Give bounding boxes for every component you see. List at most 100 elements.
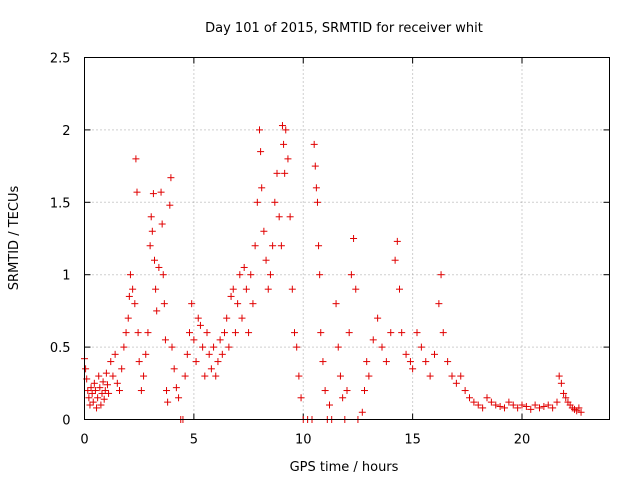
data-point: [105, 389, 113, 397]
data-point: [147, 213, 155, 221]
data-point: [310, 140, 318, 148]
data-point: [549, 404, 557, 412]
data-point: [245, 329, 253, 337]
data-point: [275, 213, 283, 221]
data-point: [212, 372, 220, 380]
data-point: [158, 220, 166, 228]
data-point: [82, 365, 90, 373]
data-point: [398, 329, 406, 337]
data-point: [99, 378, 107, 386]
data-point: [382, 358, 390, 366]
data-point: [555, 372, 563, 380]
data-point: [196, 321, 204, 329]
data-point: [315, 242, 323, 250]
y-tick-labels: 0 0.5 1 1.5 2 2.5: [50, 52, 71, 429]
data-point: [293, 343, 301, 351]
data-point: [365, 372, 373, 380]
data-point: [575, 404, 583, 412]
data-point: [126, 271, 134, 279]
data-point: [96, 384, 104, 392]
data-point: [194, 314, 202, 322]
data-point: [172, 384, 180, 392]
data-point: [167, 174, 175, 182]
data-point: [113, 379, 121, 387]
data-point: [221, 329, 228, 337]
data-point: [199, 343, 207, 351]
data-point: [422, 358, 430, 366]
data-point: [334, 343, 342, 351]
data-point: [94, 394, 102, 402]
data-point: [168, 343, 176, 351]
x-tick-label: 0: [80, 433, 88, 448]
data-point: [101, 387, 109, 395]
data-point: [345, 329, 353, 337]
x-tick-label: 5: [190, 433, 198, 448]
data-point: [514, 404, 522, 412]
data-point: [148, 227, 156, 235]
data-point: [444, 358, 452, 366]
data-point: [262, 256, 270, 264]
y-tick-label: 2.5: [50, 52, 71, 67]
data-point: [363, 358, 371, 366]
data-point: [553, 398, 561, 406]
data-point: [207, 365, 215, 373]
y-axis-label: SRMTID / TECUs: [7, 186, 22, 291]
data-point: [431, 350, 438, 358]
data-point: [132, 155, 140, 163]
data-point: [155, 263, 163, 271]
data-point: [396, 285, 403, 293]
x-tick-labels: 0 5 10 15 20: [80, 433, 530, 448]
data-point: [393, 237, 401, 245]
data-point: [387, 329, 395, 337]
data-point: [536, 404, 543, 412]
data-point: [297, 394, 305, 402]
data-point: [288, 285, 296, 293]
data-point: [470, 398, 478, 406]
data-point: [149, 190, 157, 198]
data-point: [483, 394, 491, 402]
data-point: [492, 401, 500, 409]
data-point: [316, 271, 324, 279]
data-point: [186, 329, 193, 337]
data-point: [487, 398, 495, 406]
data-point: [369, 336, 377, 344]
data-point: [125, 292, 133, 300]
data-point: [223, 314, 231, 322]
data-point: [236, 271, 244, 279]
data-point: [326, 401, 333, 409]
data-point: [466, 394, 473, 402]
plot-frame: [84, 57, 610, 420]
data-point: [496, 402, 504, 410]
data-point: [277, 242, 285, 250]
data-point: [170, 365, 178, 373]
data-point: [527, 405, 535, 413]
data-point: [201, 372, 209, 380]
y-tick-label: 0.5: [50, 341, 71, 356]
data-point: [319, 358, 327, 366]
data-point: [205, 350, 213, 358]
data-point: [317, 329, 325, 337]
data-point: [88, 389, 96, 397]
data-point: [336, 372, 344, 380]
data-point: [216, 336, 224, 344]
data-point: [562, 394, 570, 402]
data-point: [505, 398, 513, 406]
data-point: [391, 256, 399, 264]
data-point: [144, 329, 152, 337]
data-point: [258, 184, 266, 192]
data-point: [90, 379, 98, 387]
y-tick-label: 1.5: [50, 196, 71, 211]
x-axis-label: GPS time / hours: [290, 460, 399, 475]
data-point: [311, 162, 319, 170]
data-point: [234, 300, 242, 308]
data-point: [452, 379, 460, 387]
data-point: [98, 389, 106, 397]
data-point: [531, 401, 539, 409]
data-point: [210, 343, 218, 351]
data-point: [91, 387, 99, 395]
data-point: [240, 263, 248, 271]
x-tick-label: 15: [404, 433, 421, 448]
data-point: [116, 387, 123, 395]
data-point: [97, 401, 105, 409]
